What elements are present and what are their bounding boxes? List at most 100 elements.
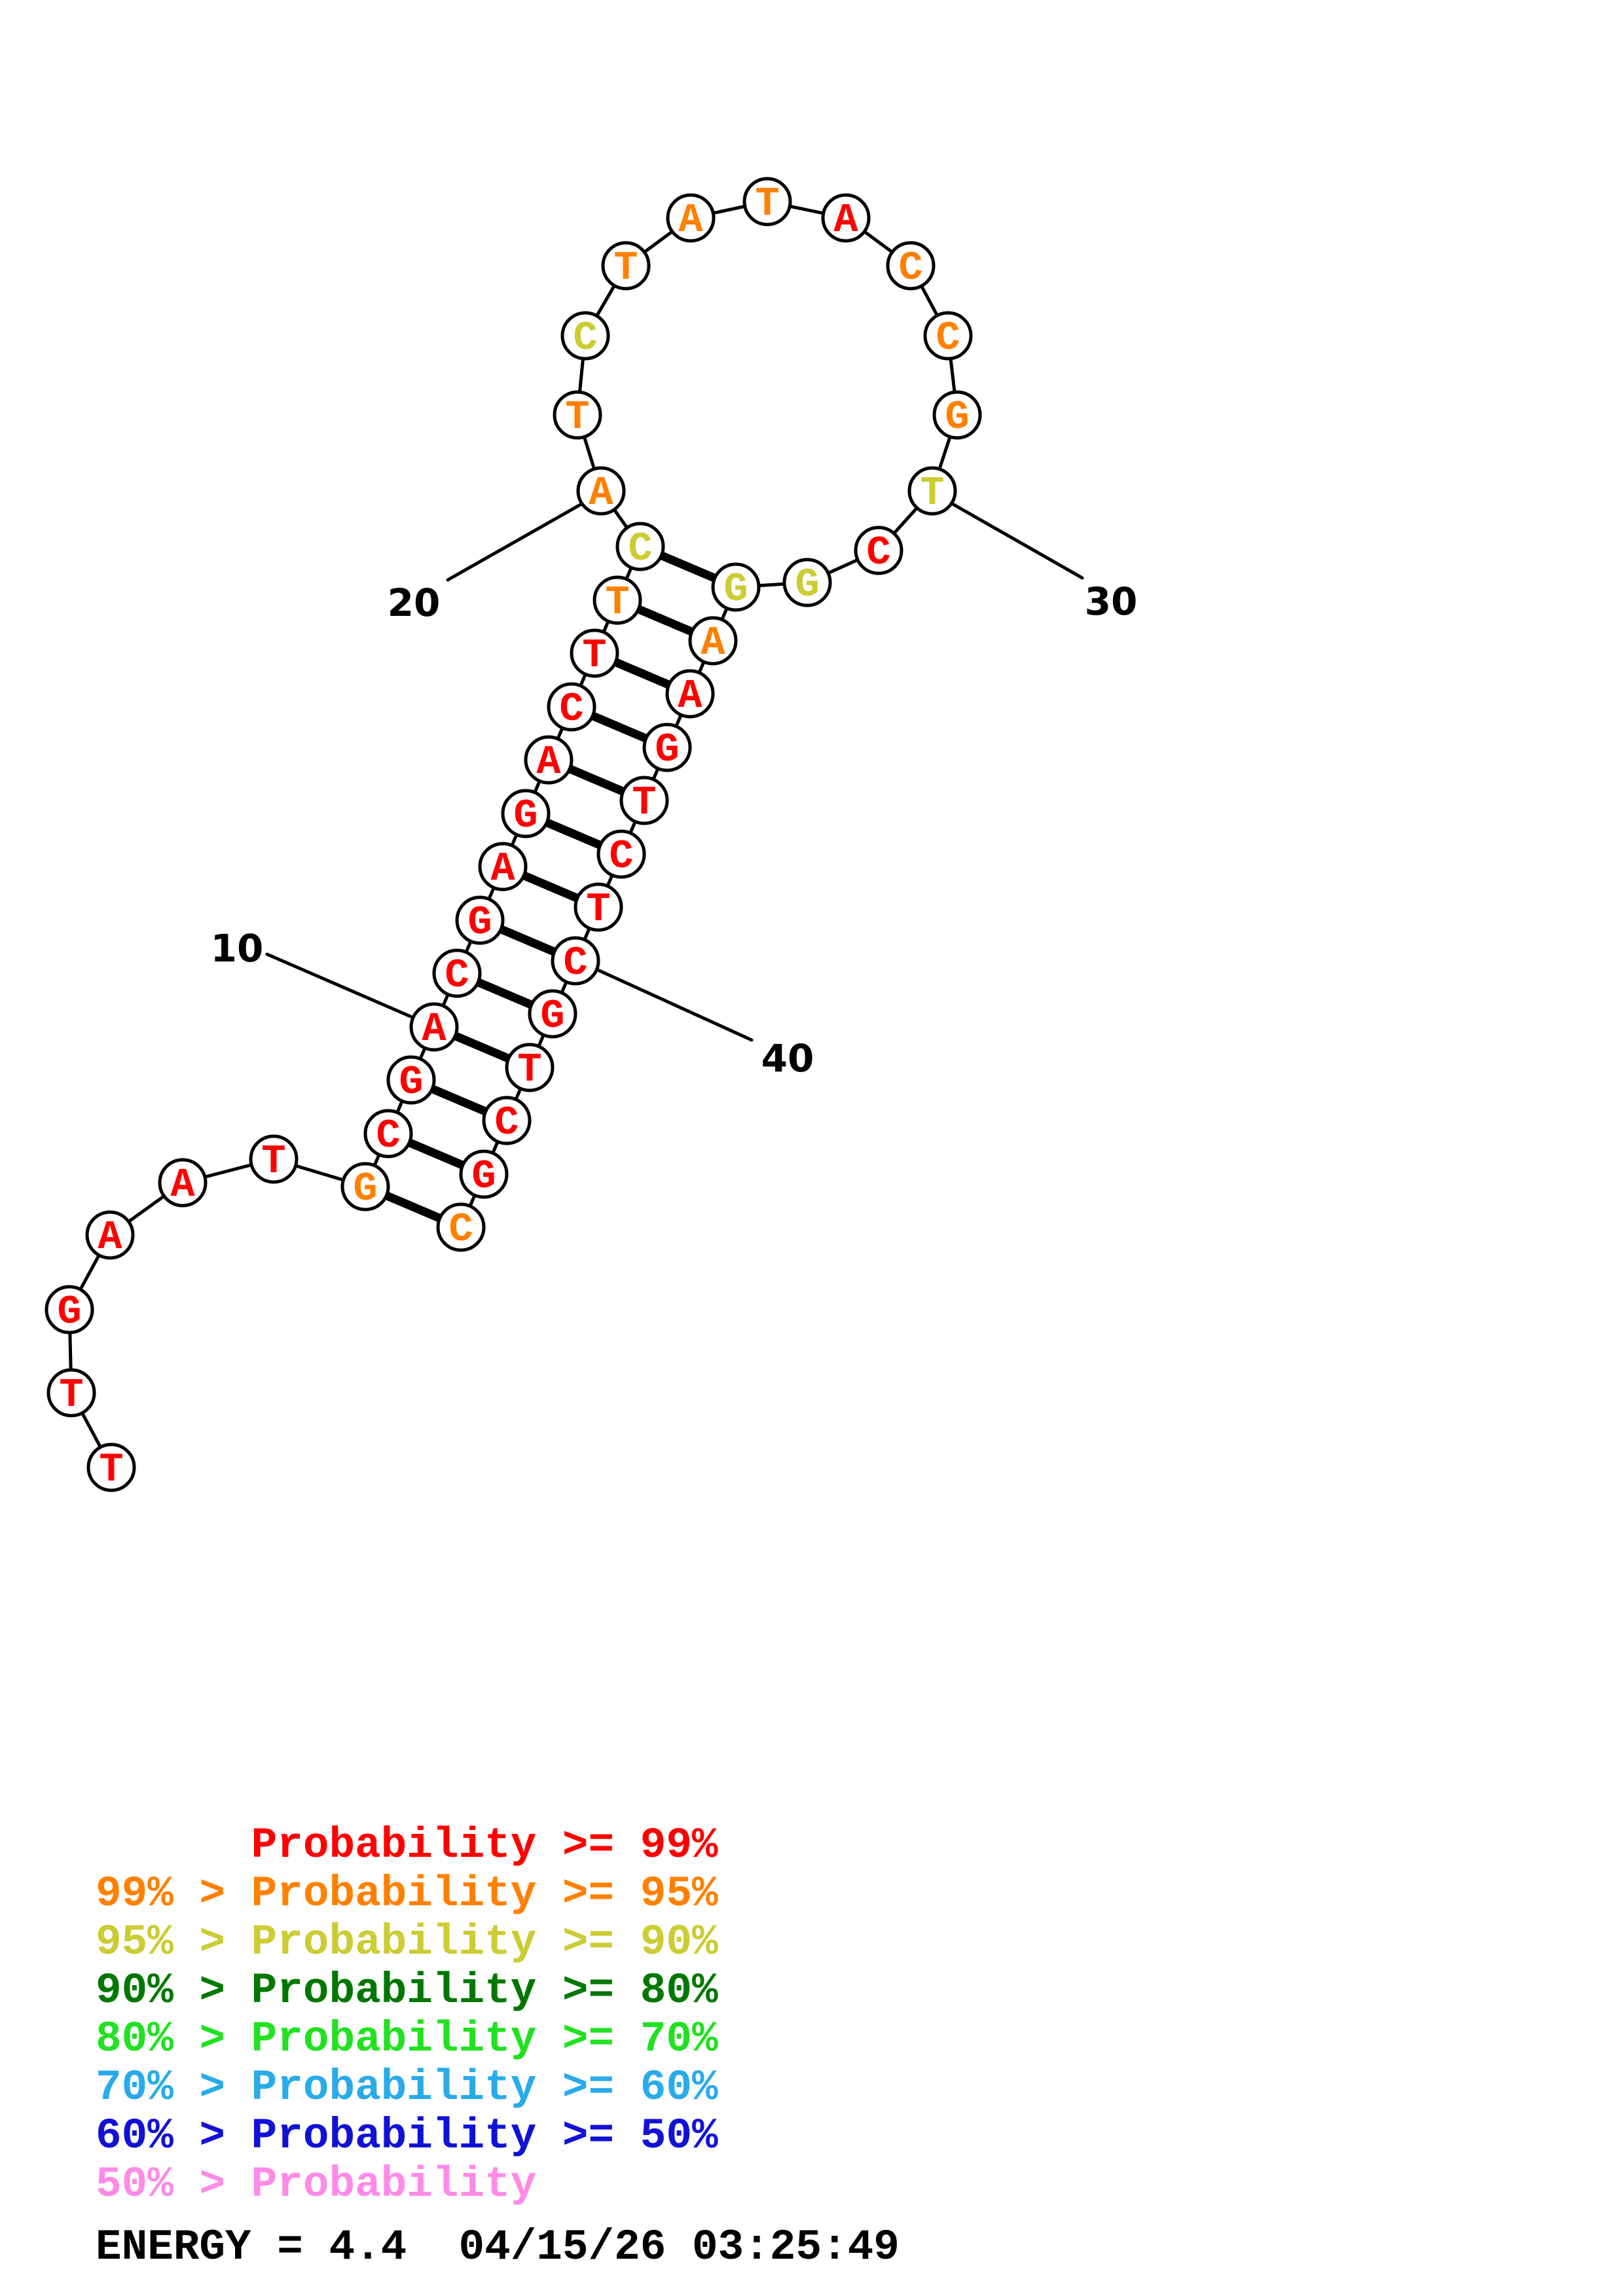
nucleotide-base-26-A: A [833,197,858,243]
nucleotide-base-10-A: A [422,1006,447,1052]
nucleotide-circle-4 [85,1210,135,1260]
nucleotide-circle-20 [576,466,626,516]
nucleotide-base-19-C: C [628,526,652,572]
nucleotide-circle-36 [642,723,692,772]
nucleotide-base-44-G: G [471,1153,496,1200]
nucleotide-base-8-C: C [376,1113,400,1159]
nucleotide-circle-27 [886,241,936,291]
legend-row-p70: 80% > Probability >= 70% [96,2015,718,2064]
position-labels-layer: 10 20 30 40 [211,579,1138,1081]
nucleotide-circle-21 [553,390,602,440]
nucleotide-circle-9 [386,1055,436,1105]
nucleotide-circle-10 [409,1002,459,1052]
nucleotide-circle-17 [570,628,619,678]
nucleotide-base-12-G: G [467,899,492,946]
nucleotide-base-40-C: C [563,940,587,986]
nucleotide-base-37-T: T [632,780,656,826]
nucleotide-circle-18 [593,575,642,625]
nucleotide-circle-13 [478,842,528,891]
nucleotide-circle-6 [249,1134,299,1184]
nucleotide-circle-38 [596,829,646,879]
label-line-30 [951,502,1084,580]
nucleotide-circle-33 [711,562,761,612]
label-line-10 [265,952,412,1018]
nucleotide-base-15-A: A [536,739,561,785]
nucleotide-base-42-T: T [517,1047,541,1093]
nucleotide-circle-7 [340,1162,390,1211]
nucleotide-base-27-C: C [898,245,922,291]
nucleotide-circle-16 [547,682,596,732]
nucleotide-circle-11 [432,948,482,998]
nucleotide-circle-12 [455,895,505,945]
nucleotide-circle-22 [560,311,610,361]
label-lines-layer [265,501,1084,1042]
label-line-20 [446,501,585,582]
nucleotide-base-28-C: C [936,315,960,361]
nucleotide-base-22-C: C [573,315,597,361]
legend-row-below50: 50% > Probability [96,2160,537,2209]
nucleotide-circle-32 [782,558,832,607]
nucleotide-base-5-A: A [170,1162,195,1208]
nucleotide-base-14-G: G [513,793,538,839]
position-label-20: 20 [388,581,441,625]
nucleotide-circle-26 [821,193,871,243]
nucleotide-circle-43 [482,1096,532,1145]
nucleotide-base-11-C: C [445,952,469,999]
nucleotide-circle-35 [665,669,715,719]
nucleotide-base-32-G: G [795,562,819,608]
nucleotide-circle-30 [907,466,957,516]
nucleotide-circle-29 [932,390,982,440]
nucleotide-base-45-C: C [448,1206,473,1253]
nucleotide-circle-3 [45,1285,94,1335]
nucleotide-circle-23 [601,241,651,291]
nucleotide-base-13-A: A [490,846,515,892]
nucleotide-circle-15 [524,735,574,785]
nucleotide-circle-39 [574,882,623,932]
nucleotide-base-17-T: T [582,632,606,679]
legend-row-p95: 99% > Probability >= 95% [96,1869,718,1918]
nucleotide-circle-5 [158,1158,208,1208]
nucleotide-circle-41 [528,989,577,1039]
nucleotide-circle-31 [854,526,903,575]
label-line-40 [594,967,754,1042]
nucleotide-circle-25 [742,177,792,226]
legend-row-p90: 95% > Probability >= 90% [96,1918,718,1967]
nucleotide-base-35-A: A [678,673,702,719]
nucleotide-circle-2 [46,1368,96,1418]
nucleotide-circle-19 [615,522,665,571]
nucleotide-base-2-T: T [59,1372,83,1418]
nucleotide-circle-37 [619,776,669,825]
pair-bonds-layer [363,543,738,1231]
nucleotide-base-23-T: T [613,245,638,291]
nucleotide-circle-40 [551,936,600,986]
nucleotide-circle-34 [688,616,738,666]
nucleotide-circle-8 [363,1109,413,1158]
nucleotide-base-39-T: T [586,886,610,933]
nucleotide-circle-44 [459,1149,509,1199]
nucleotide-base-41-G: G [540,993,564,1039]
nucleotide-base-6-T: T [261,1138,285,1185]
nucleotide-circle-45 [436,1202,486,1252]
legend-row-p80: 90% > Probability >= 80% [96,1966,718,2015]
nucleotide-circle-24 [666,193,716,243]
nucleotide-base-3-G: G [57,1289,81,1335]
nucleotide-circle-1 [86,1443,136,1492]
legend-row-p50: 60% > Probability >= 50% [96,2111,718,2161]
nucleotide-base-30-T: T [920,470,944,516]
nucleotide-base-31-C: C [866,529,890,576]
nucleotide-base-24-A: A [678,197,703,243]
nucleotide-base-38-C: C [609,833,633,880]
nucleotide-base-43-C: C [494,1100,519,1146]
position-label-30: 30 [1085,579,1138,624]
position-label-40: 40 [761,1036,814,1081]
nucleotide-base-1-T: T [99,1446,123,1493]
energy-timestamp-line: ENERGY = 4.4 04/15/26 03:25:49 [96,2223,900,2272]
nucleotide-circle-42 [505,1043,555,1092]
nucleotide-circle-28 [923,311,973,361]
nucleotide-base-16-C: C [559,686,583,732]
nucleotide-base-7-G: G [353,1166,377,1212]
nucleotide-base-4-A: A [98,1214,122,1261]
